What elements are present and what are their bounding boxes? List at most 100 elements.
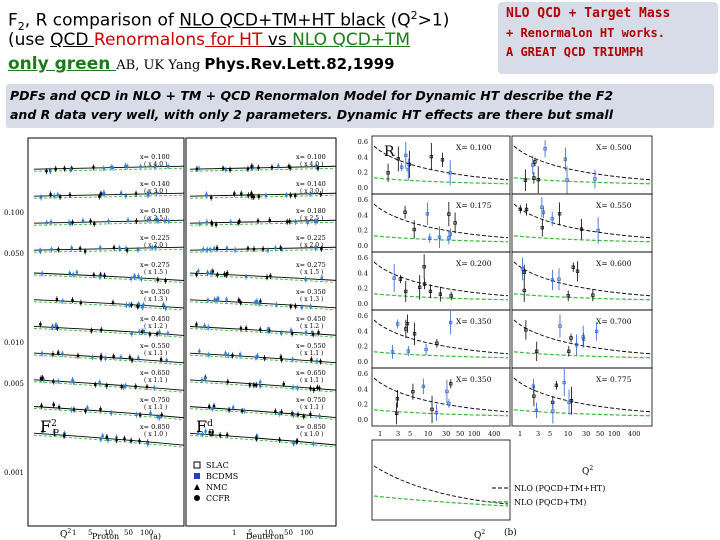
data-point xyxy=(41,376,44,380)
data-point xyxy=(89,219,92,223)
data-point xyxy=(63,167,66,170)
summary-banner: PDFs and QCD in NLO + TM + QCD Renormalo… xyxy=(6,84,714,128)
data-point xyxy=(208,248,212,251)
green-curve xyxy=(189,274,337,283)
data-point xyxy=(317,331,320,334)
data-point xyxy=(92,166,95,169)
r-point xyxy=(449,294,453,298)
r-y-tick: 0.6 xyxy=(358,196,368,204)
data-point xyxy=(71,378,74,382)
r-y-tick: 0.4 xyxy=(358,327,368,335)
data-point xyxy=(70,246,73,250)
data-point xyxy=(119,191,123,195)
data-point xyxy=(280,248,284,251)
qcd-curve xyxy=(33,299,185,309)
green-curve xyxy=(33,194,185,199)
data-point xyxy=(130,358,134,362)
legend-ccfr: CCFR xyxy=(206,494,231,503)
scale-label: ( x 2.5 ) xyxy=(144,215,167,222)
data-point xyxy=(138,413,142,417)
data-point xyxy=(49,193,52,196)
r-point xyxy=(422,265,426,269)
data-point xyxy=(151,246,154,249)
r-point xyxy=(574,343,579,347)
data-point xyxy=(164,307,168,310)
scale-label: ( x 1.0 ) xyxy=(144,431,167,438)
data-point xyxy=(212,247,216,250)
data-point xyxy=(306,221,309,224)
data-point xyxy=(98,381,101,384)
data-point xyxy=(201,433,204,436)
data-point xyxy=(138,439,141,443)
data-point xyxy=(320,247,323,251)
green-curve xyxy=(189,301,337,311)
green-curve xyxy=(189,194,337,199)
r-point xyxy=(550,278,555,282)
x-tick: 1 xyxy=(72,529,76,537)
data-point xyxy=(39,323,42,326)
data-point xyxy=(160,413,163,417)
r-curve-tm xyxy=(373,351,509,359)
data-point xyxy=(294,304,297,308)
qcd-curve xyxy=(189,192,337,197)
data-point xyxy=(258,384,262,388)
scale-label: ( x 2.0 ) xyxy=(300,242,323,249)
r-point xyxy=(562,380,566,385)
data-point xyxy=(153,386,156,389)
r-y-tick: 0.2 xyxy=(358,285,368,293)
r-point xyxy=(540,205,544,209)
data-point xyxy=(259,300,262,303)
r-y-tick: 0.4 xyxy=(358,153,368,161)
r-point xyxy=(390,350,395,354)
data-point xyxy=(99,354,103,358)
r-point xyxy=(438,292,442,296)
x-bin-label: x= 0.350 xyxy=(296,288,326,296)
y-tick: 0.050 xyxy=(4,250,24,258)
r-point xyxy=(532,394,536,398)
data-point xyxy=(100,328,103,332)
x-bin-label: x= 0.180 xyxy=(296,207,326,215)
data-point xyxy=(285,193,288,197)
data-point xyxy=(257,302,261,305)
r-x-tick: 100 xyxy=(608,430,620,438)
data-point xyxy=(78,247,82,250)
r-point xyxy=(557,212,562,216)
data-point xyxy=(227,408,231,412)
green-curve xyxy=(33,408,185,421)
data-point xyxy=(123,437,126,440)
r-curve-ht xyxy=(513,319,651,355)
scale-label: ( x 1.2 ) xyxy=(144,323,167,330)
data-point xyxy=(228,168,232,171)
data-point xyxy=(268,219,271,222)
r-panel-x-label: X= 0.100 xyxy=(456,143,492,152)
data-point xyxy=(206,298,210,302)
data-point xyxy=(240,409,244,413)
data-point xyxy=(296,387,299,390)
r-legend: NLO (PQCD+TM+HT) NLO (PQCD+TM) xyxy=(492,484,605,507)
data-point xyxy=(130,332,133,335)
scale-label: ( x 1.3 ) xyxy=(144,296,167,303)
data-point xyxy=(203,377,207,380)
r-x-tick: 30 xyxy=(582,430,590,438)
r-point xyxy=(579,227,584,231)
data-point xyxy=(111,166,115,169)
r-x-tick: 1 xyxy=(378,430,382,438)
r-x-tick: 50 xyxy=(596,430,604,438)
r-point xyxy=(445,389,449,394)
qcd-curve xyxy=(33,379,185,391)
data-point xyxy=(42,378,45,381)
data-point xyxy=(209,271,213,274)
r-point xyxy=(400,165,404,169)
data-point xyxy=(68,193,72,197)
r-y-tick: 0.2 xyxy=(358,401,368,409)
data-point xyxy=(142,303,145,307)
qcd-curve xyxy=(33,432,185,446)
r-point xyxy=(447,401,451,406)
data-point xyxy=(75,271,79,274)
r-point xyxy=(404,289,408,294)
data-point xyxy=(40,272,44,275)
r-y-tick: 0.2 xyxy=(358,343,368,351)
r-curve-ht xyxy=(373,319,509,355)
data-point xyxy=(215,246,219,250)
data-point xyxy=(218,434,222,437)
